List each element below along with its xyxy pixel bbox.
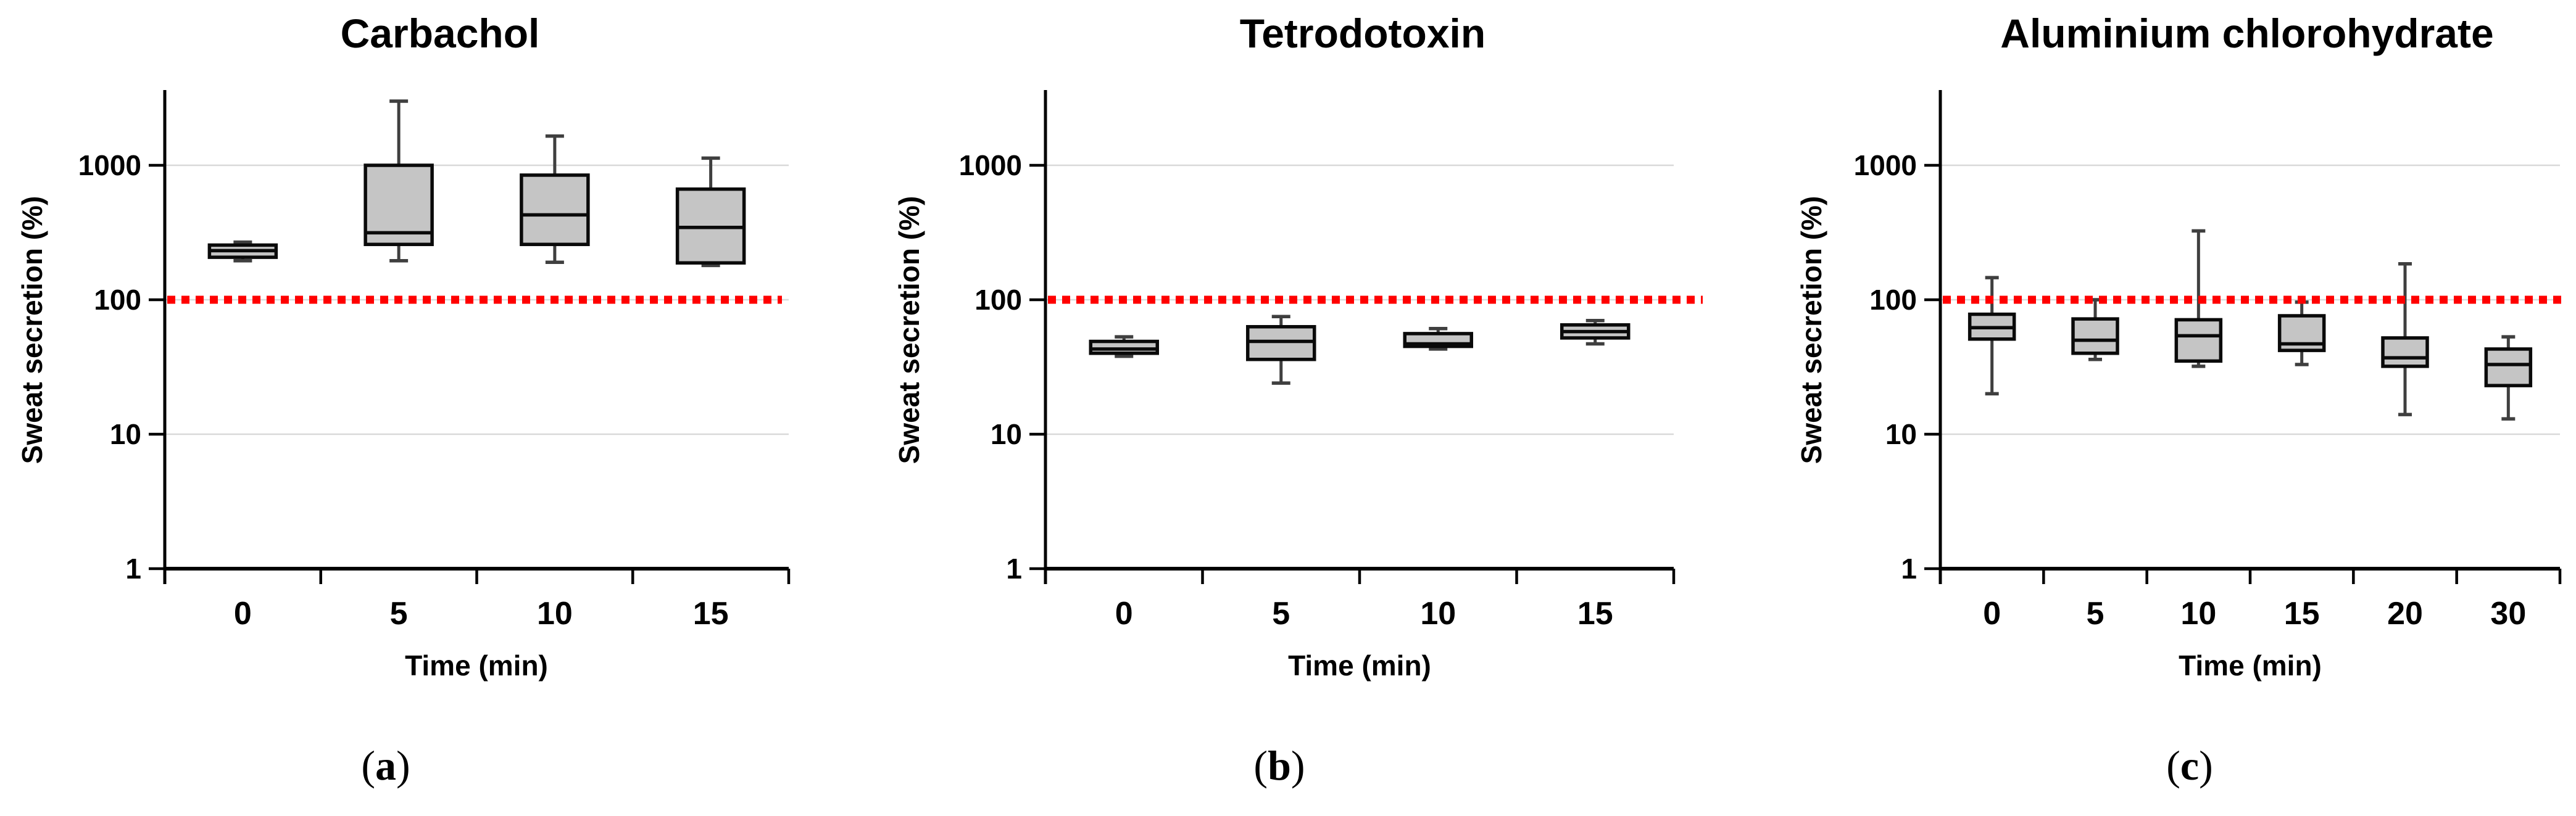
- box-whisker-t15: [2277, 300, 2326, 366]
- box-whisker-t20: [2381, 262, 2429, 416]
- box-whisker-t15: [1560, 319, 1631, 346]
- panel-aluminium-chlorohydrate: 1000 100 10 1 0 5 10 15 20 30 Aluminium chlorohyd…: [1717, 0, 2576, 816]
- y-axis-title: Sweat secretion (%): [893, 196, 925, 464]
- x-tick-label: 30: [2490, 596, 2526, 632]
- letter-close-paren: ): [2199, 742, 2213, 789]
- letter-char: a: [375, 742, 396, 789]
- chart-title: Tetrodotoxin: [1239, 10, 1486, 56]
- y-tick-label: 100: [1869, 284, 1917, 316]
- x-tick-label: 0: [1115, 596, 1133, 632]
- x-tick-label: 10: [2180, 596, 2216, 632]
- y-axis-title: Sweat secretion (%): [16, 196, 48, 464]
- x-tick-label: 5: [1272, 596, 1290, 632]
- iqr-box: [2484, 347, 2533, 387]
- y-tick-label: 100: [974, 284, 1022, 316]
- y-tick-label: 1000: [1854, 149, 1917, 181]
- x-tick-label: 5: [2087, 596, 2104, 632]
- x-axis-title: Time (min): [405, 649, 548, 682]
- iqr-box: [2071, 317, 2119, 355]
- box-whisker-t15: [675, 156, 746, 268]
- box-whisker-t10: [2174, 229, 2223, 368]
- iqr-box: [2381, 336, 2429, 368]
- panel-carbachol: 1000 100 10 1 0 5 10 15 Carbachol Sweat secreti…: [0, 0, 858, 816]
- y-tick-label: 10: [110, 418, 141, 450]
- chart-title: Aluminium chlorohydrate: [2000, 10, 2494, 56]
- x-tick-label: 0: [234, 596, 252, 632]
- letter-close-paren: ): [1290, 742, 1305, 789]
- panel-tetrodotoxin: 1000 100 10 1 0 5 10 15 Tetrodotoxin Sweat secr…: [858, 0, 1717, 816]
- y-tick-label: 1: [125, 553, 141, 585]
- panel-letter-a: (a): [293, 741, 478, 790]
- x-tick-label: 10: [537, 596, 573, 632]
- x-tick-label: 10: [1420, 596, 1456, 632]
- x-tick-label: 15: [2284, 596, 2320, 632]
- letter-close-paren: ): [396, 742, 410, 789]
- x-tick-label: 20: [2387, 596, 2423, 632]
- iqr-box: [520, 173, 590, 247]
- iqr-box: [2174, 318, 2223, 363]
- letter-char: c: [2180, 742, 2200, 789]
- box-whisker-t5: [2071, 298, 2119, 361]
- box-whisker-t0: [1089, 335, 1159, 358]
- box-whisker-t0: [1967, 276, 2016, 396]
- x-tick-label: 15: [693, 596, 729, 632]
- box-whisker-t5: [1246, 315, 1316, 385]
- panel-letter-c: (c): [2097, 741, 2282, 790]
- box-whisker-t10: [1403, 327, 1473, 351]
- y-tick-label: 1000: [959, 149, 1022, 181]
- chart-title: Carbachol: [340, 10, 540, 56]
- letter-char: b: [1268, 742, 1291, 789]
- x-axis-title: Time (min): [1288, 649, 1431, 682]
- y-tick-label: 1: [1006, 553, 1022, 585]
- y-tick-label: 1000: [78, 149, 141, 181]
- letter-open-paren: (: [361, 742, 375, 789]
- box-whisker-t0: [207, 240, 278, 263]
- panel-letter-b: (b): [1187, 741, 1372, 790]
- y-tick-label: 100: [94, 284, 141, 316]
- box-whisker-t5: [364, 99, 434, 263]
- letter-open-paren: (: [1253, 742, 1268, 789]
- y-tick-label: 10: [991, 418, 1022, 450]
- box-whisker-t10: [520, 134, 590, 264]
- y-axis-title: Sweat secretion (%): [1795, 196, 1827, 464]
- box-whisker-t30: [2484, 335, 2533, 421]
- x-tick-label: 15: [1577, 596, 1613, 632]
- y-tick-label: 1: [1901, 553, 1917, 585]
- x-tick-label: 5: [390, 596, 408, 632]
- x-axis-title: Time (min): [2179, 649, 2322, 682]
- y-tick-label: 10: [1885, 418, 1917, 450]
- x-tick-label: 0: [1983, 596, 2001, 632]
- iqr-box: [1089, 339, 1159, 355]
- letter-open-paren: (: [2166, 742, 2180, 789]
